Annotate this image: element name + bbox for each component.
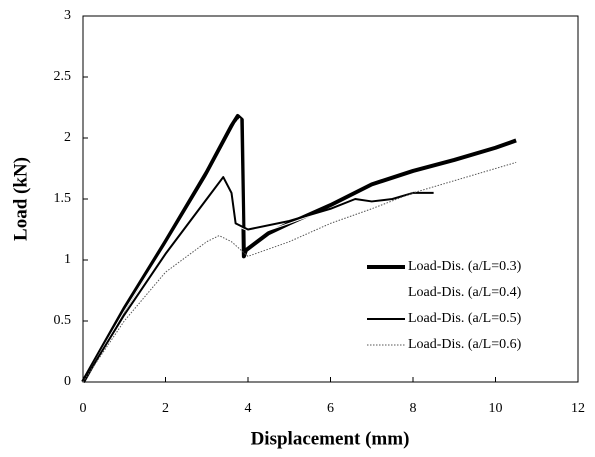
x-axis-title: Displacement (mm): [251, 428, 410, 449]
plot-frame: [82, 15, 579, 383]
y-axis-title: Load (kN): [10, 157, 31, 241]
x-tick-label: 2: [162, 401, 169, 416]
y-tick-label: 2: [64, 130, 71, 145]
legend-text: Load-Dis. (a/L=0.5): [408, 311, 522, 326]
legend-text: Load-Dis. (a/L=0.4): [408, 285, 522, 300]
legend-text: Load-Dis. (a/L=0.6): [408, 337, 522, 352]
x-tick-label: 8: [410, 401, 417, 416]
x-tick-label: 6: [327, 401, 334, 416]
y-tick-label: 0: [64, 374, 71, 389]
series-line: [82, 161, 517, 383]
series-line: [81, 114, 517, 383]
y-tick-label: 1: [64, 252, 71, 267]
series-line: [82, 117, 434, 383]
y-tick-label: 3: [64, 8, 71, 23]
y-tick-label: 2.5: [54, 69, 72, 84]
x-tick-label: 12: [571, 401, 585, 416]
y-tick-label: 1.5: [54, 191, 72, 206]
x-tick-label: 4: [245, 401, 252, 416]
x-tick-label: 10: [489, 401, 503, 416]
legend-text: Load-Dis. (a/L=0.3): [408, 259, 522, 274]
series-line: [82, 176, 434, 383]
x-tick-label: 0: [80, 401, 87, 416]
y-tick-label: 0.5: [54, 313, 72, 328]
